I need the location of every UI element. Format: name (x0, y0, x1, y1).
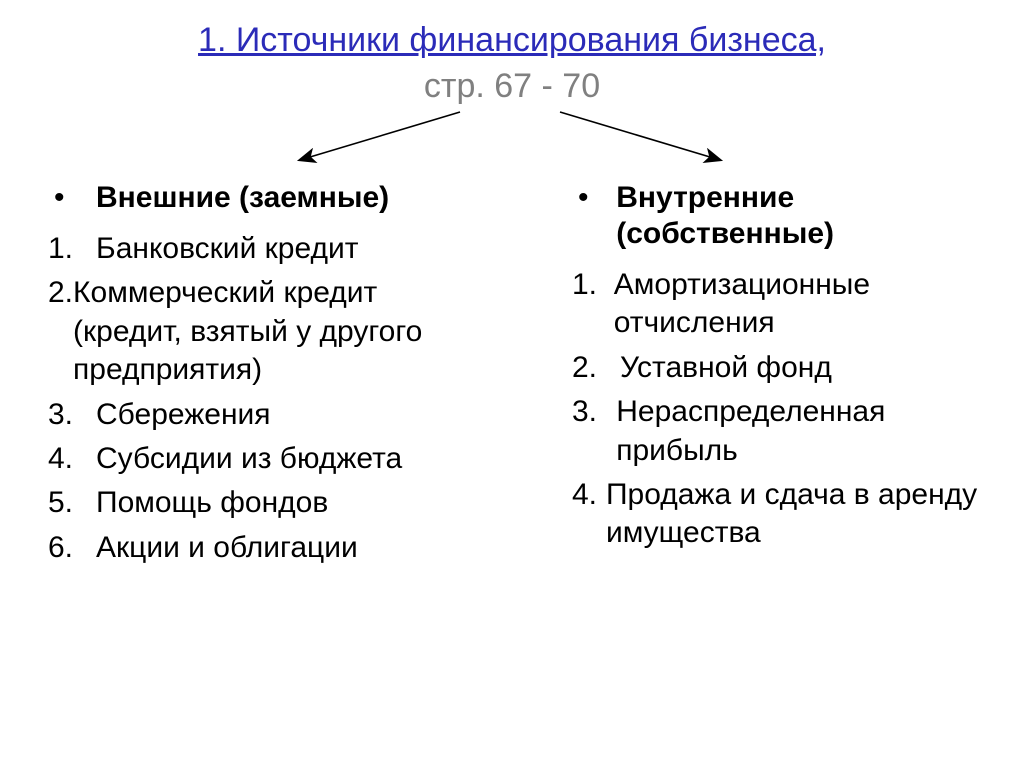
left-heading: Внешние (заемные) (96, 180, 389, 216)
list-text: Банковский кредит (96, 230, 359, 268)
title-line-2: стр. 67 - 70 (424, 67, 600, 105)
bullet-icon: • (48, 180, 96, 216)
list-number: 6. (48, 529, 96, 567)
list-text: Уставной фонд (620, 349, 832, 387)
list-item: 5.Помощь фондов (48, 484, 482, 522)
list-item: 3.Сбережения (48, 396, 482, 434)
list-item: 4.Продажа и сдача в аренду имущества (572, 476, 984, 553)
list-text: Акции и облигации (96, 529, 358, 567)
list-item: 2.Уставной фонд (572, 349, 984, 387)
list-item: 4.Субсидии из бюджета (48, 440, 482, 478)
slide-title: 1. Источники финансирования бизнеса, стр… (0, 0, 1024, 110)
list-text: Продажа и сдача в аренду имущества (606, 476, 984, 553)
arrow-right (560, 112, 720, 160)
list-text: Субсидии из бюджета (96, 440, 402, 478)
list-number: 4. (572, 476, 606, 514)
list-text: Коммерческий кредит (кредит, взятый у др… (73, 274, 482, 389)
list-item: 2.Коммерческий кредит (кредит, взятый у … (48, 274, 482, 389)
arrow-left (300, 112, 460, 160)
left-heading-row: • Внешние (заемные) (48, 180, 482, 216)
list-number: 2. (48, 274, 73, 312)
list-text: Помощь фондов (96, 484, 328, 522)
content-columns: • Внешние (заемные) 1.Банковский кредит2… (0, 180, 1024, 573)
bullet-icon: • (572, 180, 616, 216)
list-number: 2. (572, 349, 620, 387)
list-text: Нераспределенная прибыль (616, 393, 984, 470)
list-number: 3. (572, 393, 616, 431)
right-list: 1.Амортизационные отчисления 2.Уставной ф… (572, 266, 984, 553)
list-item: 6.Акции и облигации (48, 529, 482, 567)
left-list: 1.Банковский кредит 2.Коммерческий кредит… (48, 230, 482, 567)
title-line-1: 1. Источники финансирования бизнеса, (198, 21, 826, 59)
list-number: 3. (48, 396, 96, 434)
list-item: 3.Нераспределенная прибыль (572, 393, 984, 470)
list-text: Амортизационные отчисления (614, 266, 984, 343)
right-column: • Внутренние (собственные) 1.Амортизацио… (512, 180, 1024, 573)
list-item: 1.Банковский кредит (48, 230, 482, 268)
left-column: • Внешние (заемные) 1.Банковский кредит 2… (0, 180, 512, 573)
list-text: Сбережения (96, 396, 271, 434)
list-number: 1. (572, 266, 614, 304)
right-heading-row: • Внутренние (собственные) (572, 180, 984, 252)
list-number: 4. (48, 440, 96, 478)
list-number: 1. (48, 230, 96, 268)
list-number: 5. (48, 484, 96, 522)
list-item: 1.Амортизационные отчисления (572, 266, 984, 343)
right-heading: Внутренние (собственные) (616, 180, 984, 252)
